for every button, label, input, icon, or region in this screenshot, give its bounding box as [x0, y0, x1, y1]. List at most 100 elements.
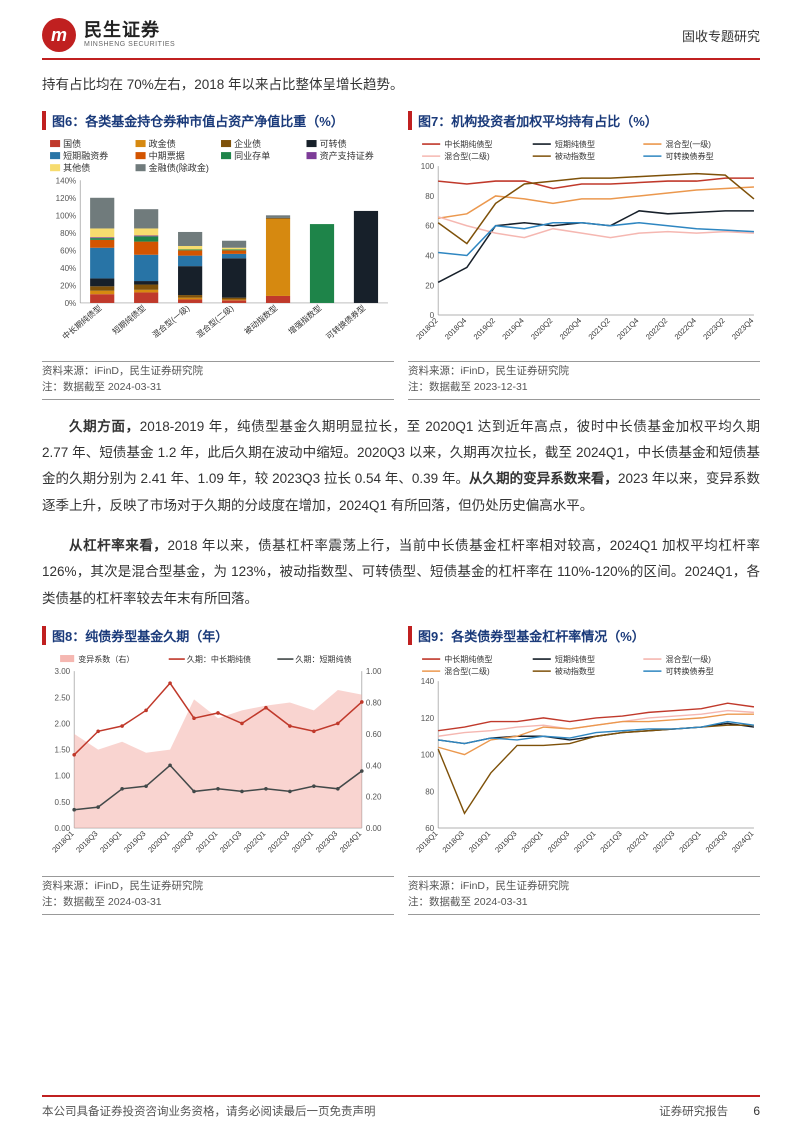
- footer-disclaimer: 本公司具备证券投资咨询业务资格，请务必阅读最后一页免责声明: [42, 1103, 376, 1119]
- svg-text:2019Q2: 2019Q2: [472, 316, 497, 341]
- fig9-title: 图9：各类债券型基金杠杆率情况（%）: [408, 626, 760, 645]
- svg-text:2021Q4: 2021Q4: [615, 316, 640, 341]
- svg-text:140: 140: [421, 677, 435, 686]
- svg-text:可转债: 可转债: [320, 138, 347, 149]
- svg-text:2024Q1: 2024Q1: [338, 829, 363, 854]
- fig9-note: 注：数据截至 2024-03-31: [408, 895, 760, 911]
- svg-text:2022Q3: 2022Q3: [266, 829, 291, 854]
- svg-text:金融债(除政金): 金融债(除政金): [149, 162, 209, 173]
- fig7-chart: 中长期纯债型短期纯债型混合型(一级)混合型(二级)被动指数型可转换债券型0204…: [408, 134, 760, 355]
- svg-text:久期：中长期纯债: 久期：中长期纯债: [187, 654, 251, 664]
- figure-6: 图6：各类基金持仓券种市值占资产净值比重（%） 国债政金债企业债可转债短期融资券…: [42, 111, 394, 400]
- svg-text:2021Q3: 2021Q3: [218, 829, 243, 854]
- svg-text:可转换债券型: 可转换债券型: [665, 666, 713, 676]
- footer-report-type: 证券研究报告: [659, 1106, 728, 1118]
- svg-text:2019Q3: 2019Q3: [122, 829, 147, 854]
- svg-text:久期：短期纯债: 久期：短期纯债: [295, 654, 351, 664]
- svg-text:被动指数型: 被动指数型: [555, 666, 595, 676]
- svg-text:40%: 40%: [60, 264, 76, 273]
- svg-text:短期纯债型: 短期纯债型: [110, 303, 147, 336]
- svg-text:2023Q3: 2023Q3: [704, 829, 729, 854]
- svg-text:2.00: 2.00: [55, 719, 71, 728]
- svg-text:2020Q3: 2020Q3: [546, 829, 571, 854]
- svg-text:2019Q1: 2019Q1: [467, 829, 492, 854]
- intro-text: 持有占比均在 70%左右，2018 年以来占比整体呈增长趋势。: [42, 74, 760, 97]
- fig8-source: 资料来源：iFinD，民生证券研究院: [42, 879, 394, 895]
- svg-text:1.50: 1.50: [55, 745, 71, 754]
- page-header: m 民生证券 MINSHENG SECURITIES 固收专题研究: [42, 0, 760, 60]
- svg-text:2022Q4: 2022Q4: [673, 316, 698, 341]
- svg-text:2020Q3: 2020Q3: [170, 829, 195, 854]
- svg-text:混合型(一级): 混合型(一级): [665, 139, 711, 149]
- svg-text:100: 100: [421, 750, 435, 759]
- fig9-chart: 中长期纯债型短期纯债型混合型(一级)混合型(二级)被动指数型可转换债券型6080…: [408, 649, 760, 870]
- svg-text:140%: 140%: [56, 176, 77, 185]
- svg-text:2018Q2: 2018Q2: [414, 316, 439, 341]
- svg-text:中长期纯债型: 中长期纯债型: [444, 654, 492, 664]
- svg-text:政金债: 政金债: [149, 138, 176, 149]
- fig7-source: 资料来源：iFinD，民生证券研究院: [408, 364, 760, 380]
- svg-text:1.00: 1.00: [366, 667, 382, 676]
- svg-text:80%: 80%: [60, 229, 76, 238]
- svg-text:2019Q4: 2019Q4: [500, 316, 525, 341]
- svg-text:40: 40: [425, 251, 434, 260]
- svg-text:20%: 20%: [60, 281, 76, 290]
- paragraph-leverage: 从杠杆率来看，2018 年以来，债基杠杆率震荡上行，当前中长债基金杠杆率相对较高…: [42, 533, 760, 612]
- svg-text:2021Q1: 2021Q1: [194, 829, 219, 854]
- svg-text:2018Q4: 2018Q4: [443, 316, 468, 341]
- figure-8: 图8：纯债券型基金久期（年） 变异系数（右）久期：中长期纯债久期：短期纯债0.0…: [42, 626, 394, 915]
- svg-text:2022Q1: 2022Q1: [242, 829, 267, 854]
- svg-text:可转换债券型: 可转换债券型: [324, 303, 367, 342]
- svg-text:2018Q3: 2018Q3: [74, 829, 99, 854]
- paragraph-duration: 久期方面，2018-2019 年，纯债型基金久期明显拉长，至 2020Q1 达到…: [42, 414, 760, 519]
- svg-text:100: 100: [421, 162, 435, 171]
- svg-text:0.40: 0.40: [366, 761, 382, 770]
- svg-text:2021Q2: 2021Q2: [587, 316, 612, 341]
- figure-9: 图9：各类债券型基金杠杆率情况（%） 中长期纯债型 短期纯债型 混合型(一级) 混合型…: [408, 626, 760, 915]
- svg-text:中长期纯债型: 中长期纯债型: [444, 139, 492, 149]
- svg-text:短期融资券: 短期融资券: [63, 150, 108, 161]
- svg-text:2023Q3: 2023Q3: [314, 829, 339, 854]
- logo-icon: m: [42, 18, 76, 52]
- svg-text:2020Q1: 2020Q1: [520, 829, 545, 854]
- svg-text:60%: 60%: [60, 246, 76, 255]
- svg-text:企业债: 企业债: [234, 138, 261, 149]
- fig6-title: 图6：各类基金持仓券种市值占资产净值比重（%）: [42, 111, 394, 130]
- svg-text:0.80: 0.80: [366, 698, 382, 707]
- fig6-chart: 国债政金债企业债可转债短期融资券中期票据同业存单资产支持证券其他债金融债(除政金…: [42, 134, 394, 355]
- svg-text:0%: 0%: [65, 299, 77, 308]
- svg-text:2020Q2: 2020Q2: [529, 316, 554, 341]
- svg-text:2022Q3: 2022Q3: [651, 829, 676, 854]
- figure-7: 图7：机构投资者加权平均持有占比（%） 中长期纯债型短期纯债型混合型(一级)混合…: [408, 111, 760, 400]
- svg-text:2023Q4: 2023Q4: [730, 316, 755, 341]
- fig7-title: 图7：机构投资者加权平均持有占比（%）: [408, 111, 760, 130]
- svg-text:其他债: 其他债: [63, 162, 90, 173]
- svg-text:1.00: 1.00: [55, 772, 71, 781]
- svg-text:2023Q2: 2023Q2: [701, 316, 726, 341]
- page-footer: 本公司具备证券投资咨询业务资格，请务必阅读最后一页免责声明 证券研究报告 6: [42, 1095, 760, 1133]
- fig8-title: 图8：纯债券型基金久期（年）: [42, 626, 394, 645]
- svg-text:0.00: 0.00: [366, 824, 382, 833]
- svg-text:中期票据: 中期票据: [149, 150, 185, 161]
- svg-text:混合型(一级): 混合型(一级): [665, 654, 711, 664]
- svg-text:短期纯债型: 短期纯债型: [555, 654, 595, 664]
- fig8-note: 注：数据截至 2024-03-31: [42, 895, 394, 911]
- fig6-note: 注：数据截至 2024-03-31: [42, 380, 394, 396]
- svg-text:可转换债券型: 可转换债券型: [665, 151, 713, 161]
- svg-text:0.20: 0.20: [366, 793, 382, 802]
- svg-text:80: 80: [425, 787, 434, 796]
- svg-text:2022Q1: 2022Q1: [625, 829, 650, 854]
- svg-text:2021Q3: 2021Q3: [598, 829, 623, 854]
- svg-text:60: 60: [425, 222, 434, 231]
- svg-text:0.50: 0.50: [55, 798, 71, 807]
- svg-text:被动指数型: 被动指数型: [555, 151, 595, 161]
- svg-text:增强指数型: 增强指数型: [286, 303, 323, 336]
- svg-text:混合型(二级): 混合型(二级): [444, 666, 490, 676]
- svg-text:2019Q3: 2019Q3: [493, 829, 518, 854]
- svg-text:中长期纯债型: 中长期纯债型: [60, 303, 103, 342]
- fig9-source: 资料来源：iFinD，民生证券研究院: [408, 879, 760, 895]
- svg-text:同业存单: 同业存单: [234, 150, 270, 161]
- header-category: 固收专题研究: [682, 26, 760, 45]
- svg-text:混合型(二级): 混合型(二级): [444, 151, 490, 161]
- svg-text:混合型(二级): 混合型(二级): [194, 303, 236, 340]
